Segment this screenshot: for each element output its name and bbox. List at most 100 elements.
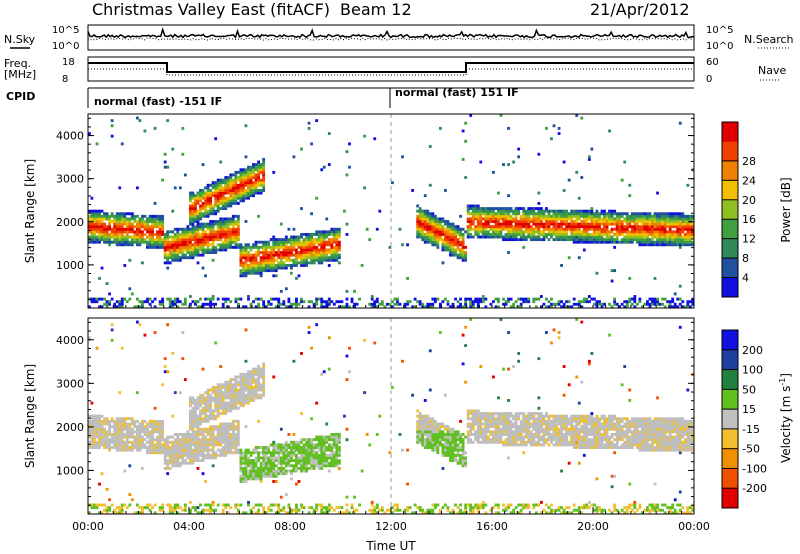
power-cell xyxy=(673,302,677,306)
velocity-cell xyxy=(211,414,215,418)
velocity-cell xyxy=(259,480,263,483)
velocity-cell xyxy=(163,365,167,368)
power-cell xyxy=(474,232,478,236)
velocity-cell xyxy=(236,425,240,429)
power-cell xyxy=(229,176,233,179)
power-cell xyxy=(575,214,579,218)
power-cell xyxy=(120,225,124,229)
velocity-cell xyxy=(206,432,210,436)
velocity-cell xyxy=(214,409,218,413)
velocity-cell xyxy=(209,401,213,405)
power-cell xyxy=(141,220,144,223)
power-cell xyxy=(464,258,468,262)
velocity-cell xyxy=(98,482,101,486)
power-cell xyxy=(108,240,112,244)
power-cell xyxy=(168,243,172,247)
power-cell xyxy=(279,238,283,242)
power-cell xyxy=(158,214,162,218)
velocity-cell xyxy=(130,448,134,452)
power-cell xyxy=(239,253,243,257)
power-cell xyxy=(375,227,379,231)
power-cell xyxy=(290,235,293,239)
power-cell xyxy=(552,238,556,242)
power-cell xyxy=(176,245,180,249)
power-cell xyxy=(486,235,490,239)
power-cell xyxy=(426,214,430,218)
velocity-cell xyxy=(221,385,225,389)
velocity-cell xyxy=(300,451,303,455)
power-cell xyxy=(214,251,218,254)
velocity-cell xyxy=(259,385,263,389)
velocity-cell xyxy=(108,427,112,431)
power-cell xyxy=(547,220,551,223)
power-cell xyxy=(446,220,450,223)
power-cell xyxy=(484,297,488,301)
power-cell xyxy=(166,248,170,252)
power-cell xyxy=(423,214,427,218)
power-cell xyxy=(643,217,647,221)
velocity-cell xyxy=(209,406,213,410)
velocity-cell xyxy=(236,448,240,452)
power-cell xyxy=(524,220,528,223)
power-cell xyxy=(499,222,503,226)
velocity-cell xyxy=(201,443,205,447)
velocity-cell xyxy=(234,425,238,429)
power-cell xyxy=(239,183,243,187)
power-cell xyxy=(105,212,109,216)
velocity-cell xyxy=(229,451,233,455)
velocity-cell xyxy=(219,385,223,389)
velocity-cell xyxy=(206,451,210,455)
power-cell xyxy=(532,235,536,239)
power-cell xyxy=(431,220,435,223)
power-cell xyxy=(310,248,314,252)
velocity-cell xyxy=(242,396,245,400)
power-cell xyxy=(433,227,437,231)
power-cell xyxy=(678,238,682,242)
velocity-cell xyxy=(118,506,122,510)
power-cell xyxy=(284,235,288,239)
velocity-cell xyxy=(178,438,182,442)
power-cell xyxy=(585,220,589,223)
velocity-cell xyxy=(302,466,306,470)
velocity-cell xyxy=(135,391,139,395)
power-cell xyxy=(199,196,202,200)
power-cell xyxy=(560,217,563,221)
velocity-cell xyxy=(216,438,220,442)
velocity-cell xyxy=(178,440,182,444)
power-cell xyxy=(370,295,374,298)
power-cell xyxy=(209,183,213,187)
power-cell xyxy=(305,243,308,247)
power-cell xyxy=(421,227,425,231)
velocity-cell xyxy=(166,448,170,452)
power-cell xyxy=(146,235,149,239)
power-cell xyxy=(146,230,149,234)
power-cell xyxy=(295,297,298,301)
power-cell xyxy=(191,253,195,257)
power-cell xyxy=(635,225,639,229)
power-cell xyxy=(519,238,523,242)
power-cell xyxy=(557,232,561,236)
velocity-cell xyxy=(295,464,298,468)
velocity-cell xyxy=(231,406,235,410)
power-cell xyxy=(532,297,536,301)
power-cell xyxy=(320,253,324,257)
velocity-cell xyxy=(257,383,260,387)
power-cell xyxy=(486,209,490,213)
velocity-cell xyxy=(130,432,134,436)
power-cell xyxy=(406,302,409,306)
velocity-cell xyxy=(274,443,278,447)
power-cell xyxy=(489,232,493,236)
velocity-cell xyxy=(146,427,149,431)
power-cell xyxy=(398,227,402,231)
power-cell xyxy=(590,212,594,216)
velocity-cell xyxy=(274,474,278,478)
velocity-cell xyxy=(242,456,245,460)
power-cell xyxy=(646,232,649,236)
power-cell xyxy=(206,204,210,208)
power-cell xyxy=(449,251,452,254)
power-cell xyxy=(522,232,526,236)
power-cell xyxy=(267,253,271,257)
power-cell xyxy=(428,232,432,236)
power-cell xyxy=(332,251,336,254)
power-cell xyxy=(120,212,124,216)
